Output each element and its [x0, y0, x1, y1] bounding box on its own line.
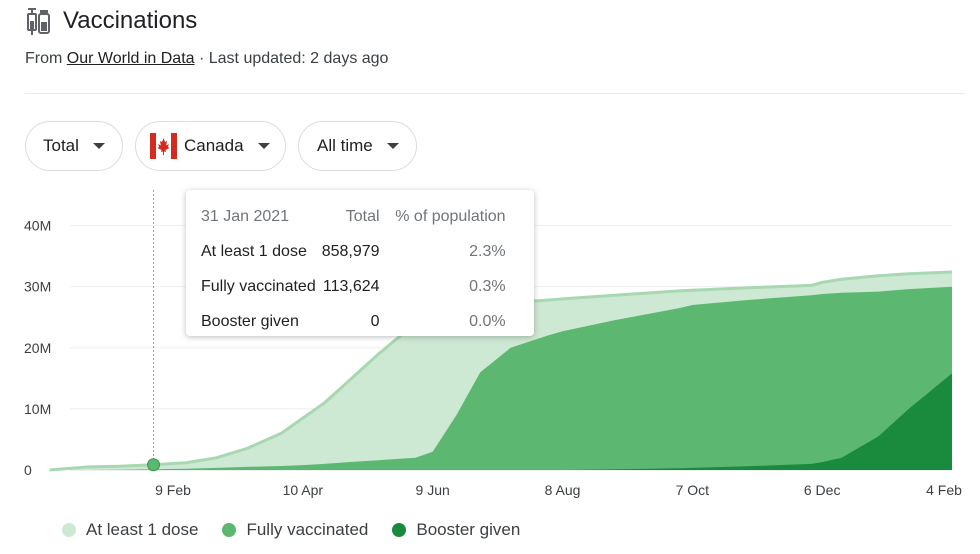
- syringe-icon: [27, 8, 50, 35]
- tooltip-row-total: 858,979: [321, 242, 380, 260]
- tooltip-row: Fully vaccinated 113,624 0.3%: [201, 269, 506, 304]
- tooltip-row-pct: 0.0%: [469, 312, 506, 330]
- metric-dropdown-label: Total: [43, 136, 79, 155]
- hover-indicator: [147, 190, 161, 472]
- tooltip-row: Booster given 0 0.0%: [201, 304, 506, 339]
- y-tick-label: 30M: [24, 279, 51, 295]
- country-dropdown[interactable]: Canada: [135, 121, 286, 171]
- tooltip-col-total: Total: [345, 207, 380, 225]
- source-line: From Our World in Data · Last updated: 2…: [25, 50, 388, 68]
- tooltip-row-label: At least 1 dose: [201, 242, 307, 260]
- x-tick-label: 6 Dec: [804, 482, 841, 498]
- legend-item-booster-given[interactable]: Booster given: [392, 520, 520, 540]
- legend-swatch: [392, 523, 407, 537]
- series-area-booster-given: [49, 373, 952, 470]
- x-tick-label: 10 Apr: [283, 482, 324, 498]
- legend-label: Booster given: [416, 520, 521, 539]
- y-tick-label: 20M: [24, 340, 51, 356]
- divider: [25, 93, 965, 94]
- tooltip-row-total: 113,624: [322, 277, 380, 295]
- last-updated: · Last updated: 2 days ago: [198, 50, 389, 67]
- x-tick-label: 4 Feb: [926, 482, 962, 498]
- tooltip-row-label: Fully vaccinated: [201, 277, 316, 295]
- source-prefix: From: [25, 50, 63, 67]
- tooltip-row-label: Booster given: [201, 312, 299, 330]
- chevron-down-icon: [92, 143, 105, 149]
- title-row: Vaccinations: [25, 6, 197, 36]
- chevron-down-icon: [257, 143, 270, 149]
- tooltip-row-pct: 0.3%: [469, 277, 506, 295]
- tooltip-header-row: 31 Jan 2021 Total % of population: [201, 199, 506, 234]
- x-tick-label: 9 Jun: [416, 482, 450, 498]
- legend-item-at-least-one-dose[interactable]: At least 1 dose: [62, 520, 198, 540]
- chart-tooltip: 31 Jan 2021 Total % of population At lea…: [186, 190, 534, 336]
- y-tick-label: 40M: [24, 218, 51, 234]
- tooltip-row: At least 1 dose 858,979 2.3%: [201, 234, 506, 269]
- chevron-down-icon: [386, 143, 399, 149]
- legend-swatch: [62, 523, 76, 537]
- legend-label: At least 1 dose: [86, 520, 199, 539]
- hover-point: [147, 458, 161, 472]
- country-dropdown-label: Canada: [184, 136, 244, 155]
- tooltip-row-pct: 2.3%: [469, 242, 506, 260]
- series-area-fully-vaccinated: [49, 286, 952, 470]
- tooltip-col-pct: % of population: [395, 207, 506, 225]
- canada-flag-icon: [150, 133, 177, 159]
- time-range-dropdown[interactable]: All time: [298, 121, 417, 171]
- page-title: Vaccinations: [63, 7, 198, 34]
- tooltip-table: 31 Jan 2021 Total % of population At lea…: [201, 199, 506, 339]
- chart-legend: At least 1 dose Fully vaccinated Booster…: [62, 520, 544, 540]
- x-tick-label: 7 Oct: [676, 482, 710, 498]
- x-tick-label: 8 Aug: [545, 482, 581, 498]
- legend-item-fully-vaccinated[interactable]: Fully vaccinated: [222, 520, 368, 540]
- legend-label: Fully vaccinated: [246, 520, 369, 539]
- tooltip-date: 31 Jan 2021: [201, 207, 290, 225]
- time-range-label: All time: [317, 136, 373, 155]
- legend-swatch: [222, 523, 237, 537]
- y-tick-label: 0: [24, 462, 32, 478]
- axis-labels: 0 10M 20M 30M 40M 9 Feb 10 Apr 9 Jun 8 Aug 7 Oct 6…: [24, 218, 962, 498]
- x-tick-label: 9 Feb: [155, 482, 191, 498]
- tooltip-row-total: 0: [370, 312, 380, 330]
- metric-dropdown[interactable]: Total: [25, 121, 123, 171]
- source-link[interactable]: Our World in Data: [66, 50, 195, 67]
- y-tick-label: 10M: [24, 401, 51, 417]
